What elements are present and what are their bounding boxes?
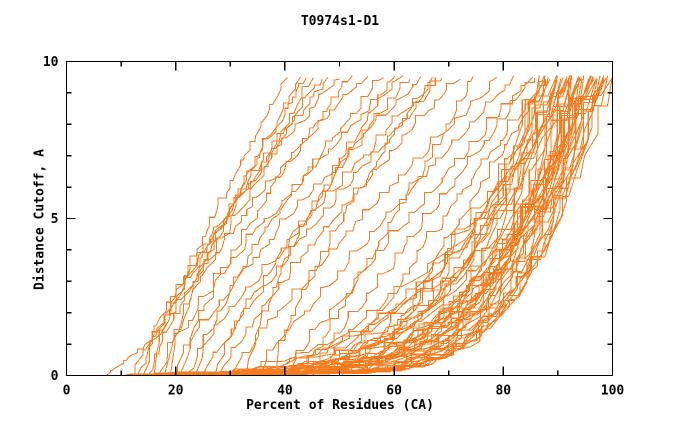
y-tick-label: 0 (51, 369, 59, 384)
page-title: T0974s1-D1 (300, 14, 380, 29)
x-tick-label: 80 (495, 384, 511, 399)
x-tick-label: 20 (168, 384, 184, 399)
axis-frame-layer (65, 60, 614, 377)
x-tick-label: 40 (277, 384, 293, 399)
data-curves-layer (101, 75, 614, 377)
x-axis-title: Percent of Residues (CA) (246, 398, 434, 413)
x-tick-label: 0 (63, 384, 71, 399)
y-tick-label: 5 (51, 212, 59, 227)
x-tick-label: 60 (386, 384, 402, 399)
tick-labels-layer: 0 20 40 60 80 100 0 5 10 (43, 55, 625, 399)
x-tick-label: 100 (601, 384, 625, 399)
y-tick-label: 10 (43, 55, 59, 70)
